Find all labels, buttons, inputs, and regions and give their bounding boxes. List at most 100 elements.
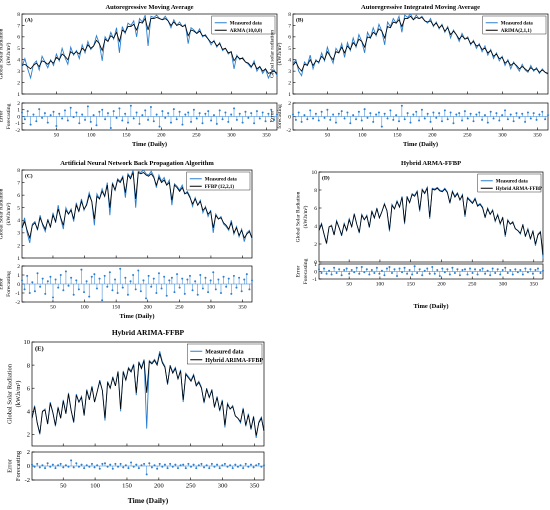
chart-title: Artificial Neural Network Back Propagati… (60, 160, 214, 167)
error-point (215, 122, 218, 125)
error-point (137, 467, 140, 470)
error-point (372, 120, 375, 123)
x-tick-label: 200 (437, 282, 446, 288)
legend-entry: Measured data (205, 178, 237, 183)
error-point (199, 274, 202, 276)
error-point (406, 112, 409, 115)
error-point (210, 119, 213, 122)
measured-series-line (292, 13, 549, 77)
error-point (152, 120, 155, 123)
error-point (393, 268, 396, 271)
error-point (166, 467, 169, 470)
error-point (386, 117, 389, 120)
error-point (461, 119, 464, 122)
y-axis-label: (kW.h/m²) (302, 205, 309, 228)
error-point (55, 124, 58, 127)
error-point (423, 117, 426, 120)
y-axis-label: (kW.h/m²) (15, 381, 22, 408)
error-point (121, 119, 124, 122)
error-point (501, 269, 504, 271)
x-tick-label: 250 (192, 133, 201, 139)
error-point (142, 279, 145, 282)
error-point (106, 285, 109, 288)
error-point (506, 118, 509, 121)
panel-label: (A) (25, 17, 33, 24)
y-tick-label: 5 (17, 46, 20, 52)
x-tick-label: 300 (218, 483, 228, 490)
error-point (98, 467, 101, 470)
error-point (23, 288, 26, 291)
error-point (192, 108, 195, 111)
error-point (127, 121, 130, 124)
error-point (108, 271, 111, 274)
error-point (547, 114, 549, 117)
error-point (23, 118, 26, 121)
error-point (349, 122, 352, 125)
err-y-tick-label: -1 (312, 277, 317, 283)
legend-entry: Measured data (230, 22, 262, 27)
y-axis-label: Global Solar Radiation (0, 28, 5, 79)
y-tick-label: 2 (27, 432, 30, 439)
error-point (472, 120, 475, 123)
error-point (106, 112, 109, 115)
main-plot-frame (318, 171, 544, 263)
error-point (169, 462, 172, 465)
error-point (155, 113, 158, 116)
x-tick-label: 50 (54, 133, 60, 139)
chart-panel-0: Autoregressive Moving Average(A)12345678… (0, 4, 278, 148)
error-point (456, 268, 459, 271)
error-point (26, 274, 29, 277)
error-point (235, 286, 238, 289)
error-point (95, 124, 98, 127)
err-y-tick-label: -2 (286, 128, 291, 134)
error-point (396, 275, 399, 277)
err-axis-label: Forecasting (6, 271, 12, 297)
y-tick-label: 6 (17, 193, 20, 199)
error-point (531, 272, 534, 275)
error-point (416, 272, 419, 274)
error-point (443, 109, 446, 112)
main-plot-frame (21, 169, 253, 259)
err-axis-label: Forecasting (6, 103, 12, 129)
y-tick-label: 1 (17, 92, 20, 98)
error-point (251, 279, 253, 282)
model-series-line (31, 353, 265, 436)
main-plot-frame (292, 13, 549, 95)
error-point (264, 120, 267, 123)
x-tick-label: 300 (227, 133, 236, 139)
error-point (440, 120, 443, 123)
error-point (170, 276, 173, 279)
error-point (96, 464, 99, 467)
error-point (230, 113, 233, 116)
legend-entry: Hybrid ARIMA-FFBP (205, 358, 263, 364)
error-point (535, 118, 538, 121)
error-point (41, 464, 44, 467)
error-point (190, 465, 193, 468)
error-point (486, 121, 489, 124)
error-point (375, 266, 378, 269)
error-point (248, 288, 251, 291)
error-point (163, 275, 166, 278)
x-tick-label: 350 (262, 133, 271, 139)
error-point (441, 267, 444, 270)
error-point (39, 285, 42, 288)
error-point (207, 110, 210, 113)
error-point (516, 271, 519, 274)
error-point (219, 292, 222, 294)
error-point (44, 292, 47, 295)
error-point (390, 272, 393, 274)
y-tick-label: 10 (312, 170, 318, 176)
error-point (466, 117, 469, 120)
error-point (343, 269, 346, 271)
error-point (330, 273, 333, 276)
x-tick-label: 250 (468, 282, 477, 288)
error-point (244, 462, 247, 465)
error-point (230, 292, 233, 295)
error-point (504, 109, 507, 112)
error-point (122, 466, 125, 469)
error-point (101, 299, 104, 302)
error-point (446, 268, 449, 271)
error-point (227, 277, 230, 280)
error-point (515, 112, 518, 115)
error-point (225, 285, 228, 288)
